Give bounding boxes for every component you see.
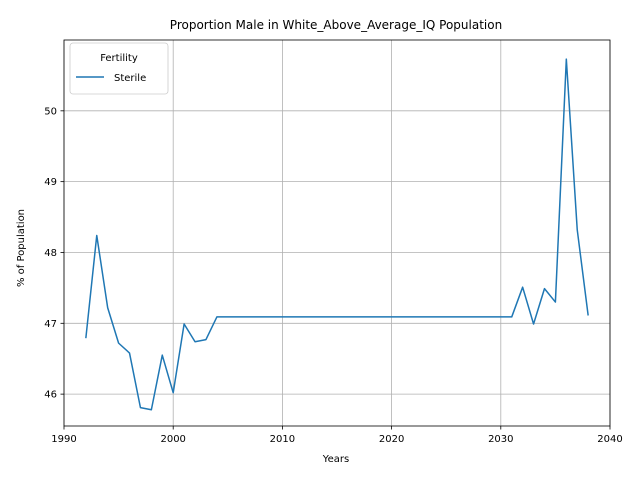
x-tick-label: 2000 — [160, 434, 185, 445]
legend-box — [69, 42, 169, 95]
x-tick-label: 2030 — [488, 434, 513, 445]
legend: Fertility Sterile — [69, 42, 169, 95]
chart-title: Proportion Male in White_Above_Average_I… — [170, 18, 502, 32]
x-axis-ticks: 1990 2000 2010 2020 2030 2040 — [51, 426, 623, 445]
x-tick-label: 2040 — [597, 434, 622, 445]
x-tick-label: 1990 — [51, 434, 76, 445]
y-tick-label: 49 — [44, 177, 57, 188]
plot-frame — [63, 39, 611, 427]
series-lines — [85, 58, 589, 411]
y-tick-label: 48 — [44, 248, 57, 259]
y-axis-label: % of Population — [16, 209, 27, 287]
legend-title: Fertility — [100, 53, 138, 64]
x-tick-label: 2020 — [379, 434, 404, 445]
x-tick-label: 2010 — [270, 434, 295, 445]
y-tick-label: 50 — [44, 106, 57, 117]
series-line-sterile — [85, 58, 589, 411]
y-axis-ticks: 46 47 48 49 50 — [44, 106, 64, 401]
legend-label-sterile: Sterile — [114, 73, 146, 84]
grid — [63, 40, 611, 426]
x-axis-label: Years — [322, 454, 349, 465]
y-tick-label: 47 — [44, 319, 57, 330]
y-tick-label: 46 — [44, 390, 57, 401]
